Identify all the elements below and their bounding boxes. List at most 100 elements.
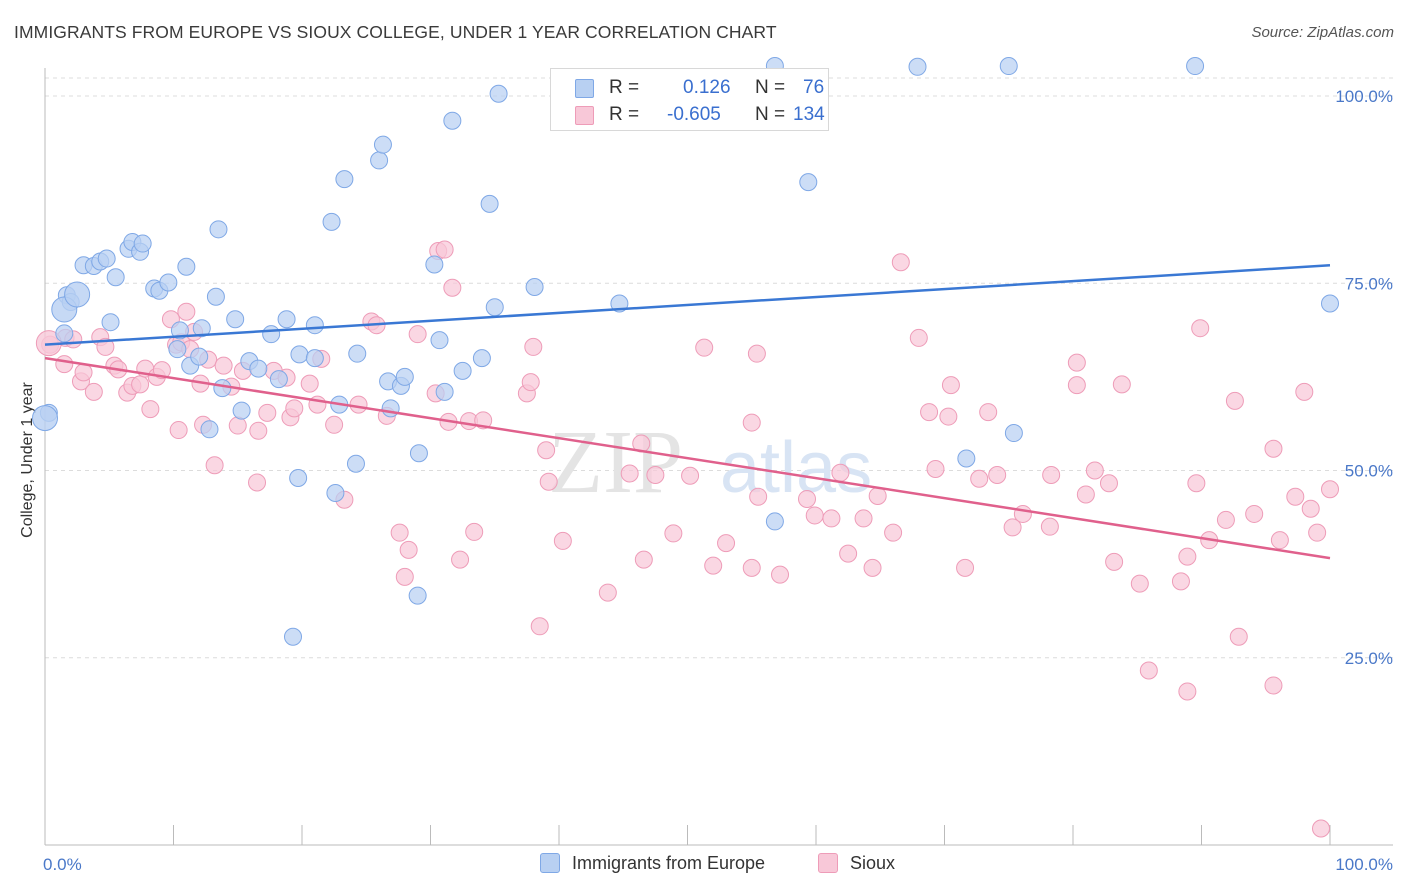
blue-point[interactable] bbox=[381, 399, 400, 418]
blue-point[interactable] bbox=[190, 347, 209, 366]
blue-point[interactable] bbox=[957, 449, 976, 468]
pink-point[interactable] bbox=[1139, 661, 1158, 680]
pink-point[interactable] bbox=[926, 460, 945, 479]
pink-point[interactable] bbox=[228, 416, 247, 435]
pink-point[interactable] bbox=[681, 466, 700, 485]
pink-point[interactable] bbox=[695, 338, 714, 357]
blue-point[interactable] bbox=[200, 420, 219, 439]
pink-point[interactable] bbox=[742, 558, 761, 577]
pink-point[interactable] bbox=[539, 472, 558, 491]
pink-point[interactable] bbox=[884, 523, 903, 542]
pink-point[interactable] bbox=[822, 509, 841, 528]
blue-point-large[interactable] bbox=[64, 281, 91, 308]
pink-point[interactable] bbox=[941, 376, 960, 395]
blue-point[interactable] bbox=[348, 344, 367, 363]
blue-point[interactable] bbox=[101, 313, 120, 332]
blue-point[interactable] bbox=[346, 454, 365, 473]
blue-point[interactable] bbox=[289, 468, 308, 487]
pink-point[interactable] bbox=[1040, 517, 1059, 536]
pink-point[interactable] bbox=[598, 583, 617, 602]
pink-point[interactable] bbox=[771, 565, 790, 584]
pink-point[interactable] bbox=[1264, 676, 1283, 695]
blue-point[interactable] bbox=[435, 382, 454, 401]
pink-point[interactable] bbox=[1171, 572, 1190, 591]
pink-point[interactable] bbox=[634, 550, 653, 569]
blue-point[interactable] bbox=[472, 349, 491, 368]
blue-point[interactable] bbox=[106, 268, 125, 287]
blue-point[interactable] bbox=[322, 212, 341, 231]
pink-point[interactable] bbox=[988, 465, 1007, 484]
pink-point[interactable] bbox=[451, 550, 470, 569]
blue-point[interactable] bbox=[485, 298, 504, 317]
pink-point[interactable] bbox=[1312, 819, 1331, 838]
pink-point[interactable] bbox=[1225, 391, 1244, 410]
pink-point[interactable] bbox=[521, 373, 540, 392]
blue-point[interactable] bbox=[305, 349, 324, 368]
pink-point[interactable] bbox=[1178, 547, 1197, 566]
pink-point[interactable] bbox=[749, 487, 768, 506]
pink-point[interactable] bbox=[399, 540, 418, 559]
pink-point[interactable] bbox=[443, 278, 462, 297]
pink-point[interactable] bbox=[1130, 574, 1149, 593]
pink-point[interactable] bbox=[839, 544, 858, 563]
pink-point[interactable] bbox=[530, 617, 549, 636]
blue-point[interactable] bbox=[290, 345, 309, 364]
blue-point[interactable] bbox=[213, 379, 232, 398]
blue-point[interactable] bbox=[269, 370, 288, 389]
blue-point[interactable] bbox=[1004, 424, 1023, 443]
pink-point[interactable] bbox=[1187, 474, 1206, 493]
blue-point[interactable] bbox=[1186, 57, 1205, 76]
pink-point[interactable] bbox=[1321, 480, 1339, 499]
pink-point[interactable] bbox=[74, 363, 93, 382]
blue-point[interactable] bbox=[335, 170, 354, 189]
pink-point[interactable] bbox=[1264, 439, 1283, 458]
pink-point[interactable] bbox=[747, 344, 766, 363]
pink-point[interactable] bbox=[742, 413, 761, 432]
pink-point[interactable] bbox=[620, 464, 639, 483]
pink-point[interactable] bbox=[141, 400, 160, 419]
pink-point[interactable] bbox=[1067, 376, 1086, 395]
pink-point[interactable] bbox=[1270, 531, 1289, 550]
pink-point[interactable] bbox=[465, 522, 484, 541]
blue-point[interactable] bbox=[430, 331, 449, 350]
blue-point[interactable] bbox=[370, 151, 389, 170]
pink-point[interactable] bbox=[1105, 552, 1124, 571]
pink-point[interactable] bbox=[717, 534, 736, 553]
pink-point[interactable] bbox=[664, 524, 683, 543]
pink-point[interactable] bbox=[131, 375, 150, 394]
blue-point[interactable] bbox=[408, 586, 427, 605]
pink-point[interactable] bbox=[854, 509, 873, 528]
pink-point[interactable] bbox=[349, 395, 368, 414]
pink-point[interactable] bbox=[891, 253, 910, 272]
pink-point[interactable] bbox=[868, 486, 887, 505]
pink-point[interactable] bbox=[169, 421, 188, 440]
blue-point[interactable] bbox=[159, 273, 178, 292]
blue-point[interactable] bbox=[177, 257, 196, 276]
pink-point[interactable] bbox=[55, 355, 74, 374]
blue-point[interactable] bbox=[373, 135, 392, 154]
pink-point[interactable] bbox=[1308, 523, 1327, 542]
pink-point[interactable] bbox=[390, 523, 409, 542]
blue-point[interactable] bbox=[249, 359, 268, 378]
pink-point[interactable] bbox=[395, 567, 414, 586]
pink-point[interactable] bbox=[553, 531, 572, 550]
pink-point[interactable] bbox=[524, 337, 543, 356]
blue-point[interactable] bbox=[425, 255, 444, 274]
pink-point[interactable] bbox=[435, 240, 454, 259]
pink-point[interactable] bbox=[1085, 461, 1104, 480]
blue-point[interactable] bbox=[206, 287, 225, 306]
blue-point[interactable] bbox=[326, 483, 345, 502]
pink-point[interactable] bbox=[1112, 375, 1131, 394]
pink-point[interactable] bbox=[979, 403, 998, 422]
pink-point[interactable] bbox=[1003, 518, 1022, 537]
pink-point[interactable] bbox=[831, 463, 850, 482]
blue-point[interactable] bbox=[443, 111, 462, 130]
pink-point[interactable] bbox=[84, 382, 103, 401]
pink-point[interactable] bbox=[1295, 382, 1314, 401]
blue-point[interactable] bbox=[908, 57, 927, 76]
pink-point[interactable] bbox=[1067, 353, 1086, 372]
pink-point[interactable] bbox=[285, 399, 304, 418]
pink-point[interactable] bbox=[1229, 627, 1248, 646]
pink-point[interactable] bbox=[152, 361, 171, 380]
blue-point[interactable] bbox=[192, 319, 211, 338]
